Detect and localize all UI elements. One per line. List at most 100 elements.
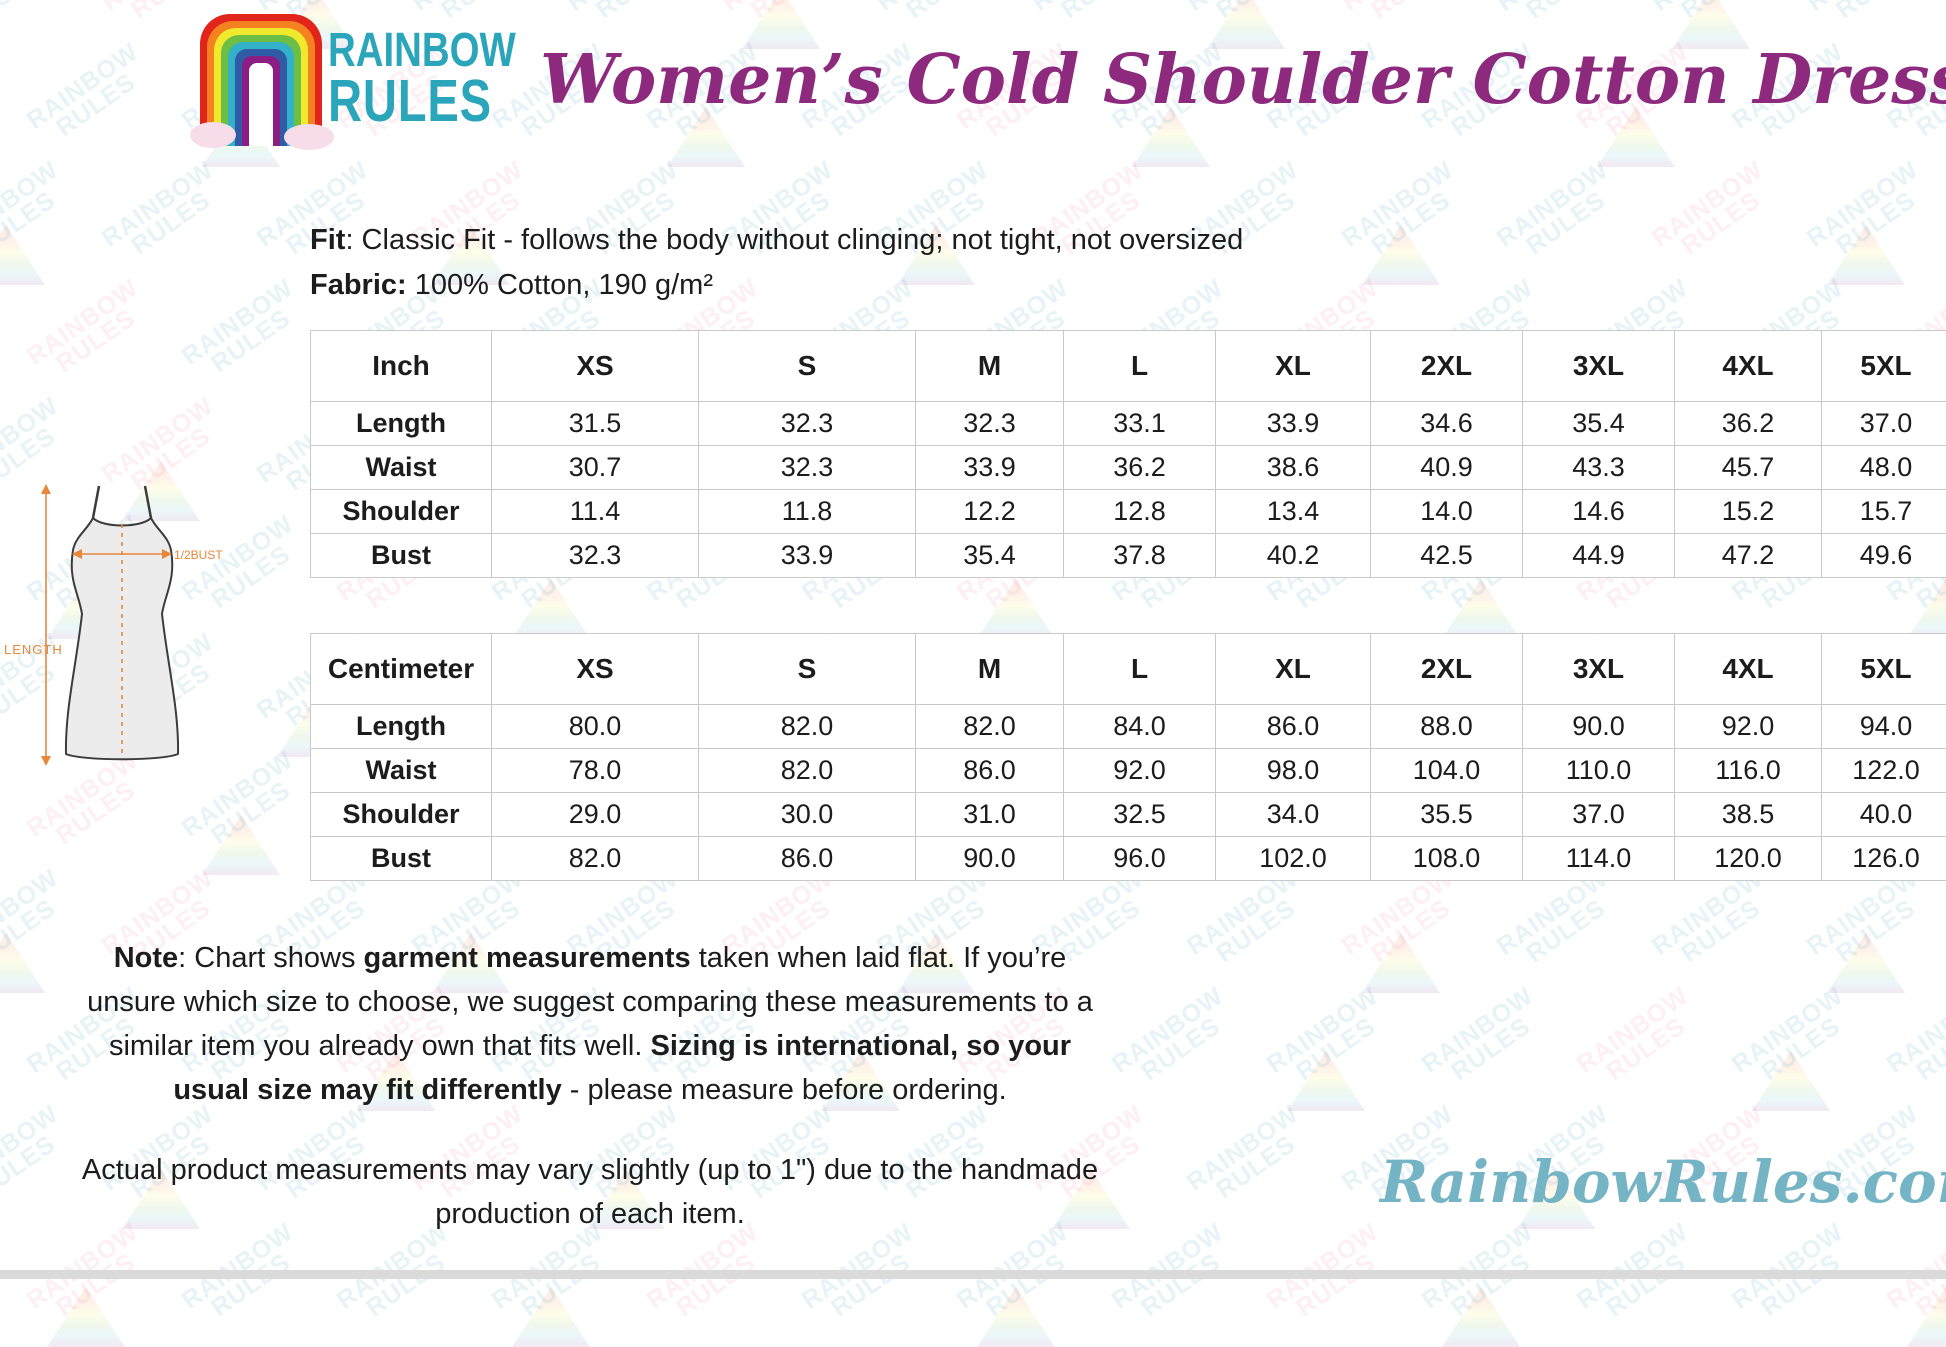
size-header-cell: 3XL xyxy=(1523,331,1675,402)
measurement-value-cell: 104.0 xyxy=(1371,749,1523,793)
dress-strap-left xyxy=(93,486,99,518)
measurement-value-cell: 30.7 xyxy=(492,446,699,490)
measurement-value-cell: 122.0 xyxy=(1822,749,1946,793)
measurement-value-cell: 11.4 xyxy=(492,490,699,534)
fabric-text: 100% Cotton, 190 g/m² xyxy=(407,269,713,301)
measurement-value-cell: 33.9 xyxy=(699,534,916,578)
measurement-value-cell: 43.3 xyxy=(1523,446,1675,490)
measurement-value-cell: 86.0 xyxy=(699,837,916,881)
fit-label: Fit xyxy=(310,224,345,256)
watermark-rainbow-icon xyxy=(47,1287,125,1347)
measurement-value-cell: 40.9 xyxy=(1371,446,1523,490)
brand-script-logo: RainbowRules.com xyxy=(1380,1148,1940,1216)
measurement-value-cell: 14.6 xyxy=(1523,490,1675,534)
size-header-cell: 5XL xyxy=(1822,634,1946,705)
size-header-cell: 3XL xyxy=(1523,634,1675,705)
measurement-value-cell: 32.3 xyxy=(699,402,916,446)
measurement-value-cell: 92.0 xyxy=(1064,749,1216,793)
measurement-value-cell: 42.5 xyxy=(1371,534,1523,578)
measurement-label-cell: Waist xyxy=(311,749,492,793)
measurement-value-cell: 82.0 xyxy=(699,749,916,793)
size-chart-page: RAINBOW RULES Women’s Cold Shoulder Cott… xyxy=(0,0,1946,1279)
size-header-cell: S xyxy=(699,634,916,705)
measurement-value-cell: 36.2 xyxy=(1064,446,1216,490)
watermark-rainbow-icon xyxy=(977,1287,1055,1347)
measurement-value-cell: 33.9 xyxy=(1216,402,1371,446)
unit-header-cell: Inch xyxy=(311,331,492,402)
measurement-value-cell: 33.1 xyxy=(1064,402,1216,446)
measurement-value-cell: 86.0 xyxy=(1216,705,1371,749)
size-header-cell: L xyxy=(1064,331,1216,402)
note-text: : Chart shows xyxy=(178,942,363,974)
measurement-value-cell: 12.8 xyxy=(1064,490,1216,534)
length-arrow xyxy=(41,484,51,766)
note-text: - please measure before ordering. xyxy=(562,1074,1007,1106)
measurement-value-cell: 48.0 xyxy=(1822,446,1946,490)
measurement-value-cell: 92.0 xyxy=(1675,705,1822,749)
measurement-value-cell: 35.5 xyxy=(1371,793,1523,837)
measurement-value-cell: 31.0 xyxy=(916,793,1064,837)
measurement-value-cell: 29.0 xyxy=(492,793,699,837)
measurement-value-cell: 13.4 xyxy=(1216,490,1371,534)
cloud-right-icon xyxy=(284,124,334,150)
fabric-label: Fabric: xyxy=(310,269,407,301)
size-header-cell: 4XL xyxy=(1675,331,1822,402)
dress-strap-right xyxy=(145,486,151,518)
size-header-cell: 4XL xyxy=(1675,634,1822,705)
measurement-value-cell: 120.0 xyxy=(1675,837,1822,881)
measurement-value-cell: 35.4 xyxy=(1523,402,1675,446)
note-paragraph: Note: Chart shows garment measurements t… xyxy=(80,936,1100,1112)
watermark-rainbow-icon xyxy=(1907,1287,1946,1347)
measurement-value-cell: 32.3 xyxy=(492,534,699,578)
measurement-label-cell: Length xyxy=(311,402,492,446)
measurement-value-cell: 98.0 xyxy=(1216,749,1371,793)
measurement-label-cell: Length xyxy=(311,705,492,749)
measurement-label-cell: Bust xyxy=(311,534,492,578)
footnote-paragraph: Actual product measurements may vary sli… xyxy=(80,1148,1100,1236)
measurement-value-cell: 116.0 xyxy=(1675,749,1822,793)
measurement-value-cell: 114.0 xyxy=(1523,837,1675,881)
measurement-label-cell: Shoulder xyxy=(311,490,492,534)
measurement-value-cell: 90.0 xyxy=(1523,705,1675,749)
measurement-value-cell: 80.0 xyxy=(492,705,699,749)
measurement-value-cell: 30.0 xyxy=(699,793,916,837)
measurement-value-cell: 47.2 xyxy=(1675,534,1822,578)
measurement-value-cell: 14.0 xyxy=(1371,490,1523,534)
size-header-cell: 2XL xyxy=(1371,331,1523,402)
measurement-value-cell: 45.7 xyxy=(1675,446,1822,490)
measurement-value-cell: 44.9 xyxy=(1523,534,1675,578)
length-label: LENGTH xyxy=(4,642,63,657)
half-bust-label: 1/2BUST xyxy=(174,548,223,562)
measurement-value-cell: 32.3 xyxy=(699,446,916,490)
measurement-value-cell: 78.0 xyxy=(492,749,699,793)
fabric-line: Fabric: 100% Cotton, 190 g/m² xyxy=(310,263,1243,308)
measurement-value-cell: 110.0 xyxy=(1523,749,1675,793)
measurement-value-cell: 37.0 xyxy=(1523,793,1675,837)
size-header-cell: XS xyxy=(492,331,699,402)
measurement-value-cell: 96.0 xyxy=(1064,837,1216,881)
size-header-cell: S xyxy=(699,331,916,402)
size-header-cell: L xyxy=(1064,634,1216,705)
measurement-value-cell: 35.4 xyxy=(916,534,1064,578)
watermark-rainbow-icon xyxy=(1442,1287,1520,1347)
size-header-cell: M xyxy=(916,634,1064,705)
size-header-cell: 2XL xyxy=(1371,634,1523,705)
size-header-cell: 5XL xyxy=(1822,331,1946,402)
measurement-label-cell: Waist xyxy=(311,446,492,490)
measurement-value-cell: 15.7 xyxy=(1822,490,1946,534)
measurement-value-cell: 37.8 xyxy=(1064,534,1216,578)
measurement-value-cell: 37.0 xyxy=(1822,402,1946,446)
measurement-label-cell: Shoulder xyxy=(311,793,492,837)
cloud-left-icon xyxy=(190,122,236,148)
measurement-value-cell: 84.0 xyxy=(1064,705,1216,749)
measurement-value-cell: 86.0 xyxy=(916,749,1064,793)
rainbow-logo-icon xyxy=(200,14,322,146)
size-header-cell: XL xyxy=(1216,331,1371,402)
